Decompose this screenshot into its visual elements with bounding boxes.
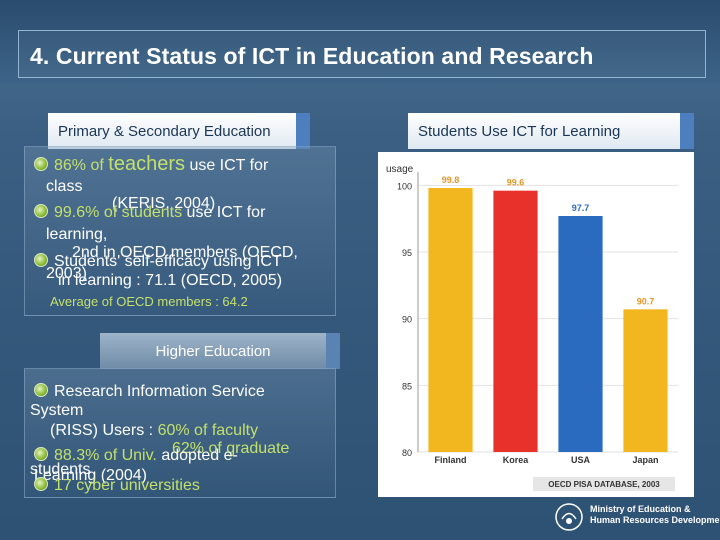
bullet-icon — [34, 204, 48, 218]
bar-finland — [428, 188, 473, 452]
oecd-average: Average of OECD members : 64.2 — [50, 294, 248, 309]
y-tick-label: 90 — [402, 315, 412, 325]
bar-value-label: 99.8 — [442, 175, 460, 185]
students-ict-header: Students Use ICT for Learning — [408, 113, 694, 149]
y-tick-label: 80 — [402, 448, 412, 458]
y-axis-label: usage — [386, 164, 414, 175]
bullet-icon — [34, 253, 48, 267]
self-efficacy-score: in learning : 71.1 (OECD, 2005) — [58, 272, 283, 289]
bar-japan — [623, 309, 668, 452]
bullet-icon — [34, 383, 48, 397]
keris-citation: (KERIS, 2004) — [112, 195, 216, 212]
bar-value-label: 99.6 — [507, 178, 525, 188]
title-band — [0, 0, 720, 84]
ministry-logo-icon — [555, 503, 583, 531]
bar-value-label: 90.7 — [637, 296, 655, 306]
x-tick-label: Japan — [632, 455, 658, 465]
higher-education-panel — [24, 368, 336, 498]
riss-students: students — [30, 461, 91, 478]
bullet-teachers-cont: class — [46, 178, 83, 195]
primary-secondary-panel — [24, 146, 336, 316]
higher-education-header: Higher Education — [100, 333, 340, 369]
x-tick-label: Korea — [503, 455, 530, 465]
riss-graduate: 62% of graduate — [172, 440, 290, 457]
ministry-name-line2: Human Resources Development — [590, 515, 720, 525]
source-box — [533, 477, 675, 491]
students-ict-header-label: Students Use ICT for Learning — [418, 122, 621, 140]
bullet-self-efficacy: Students' self-efficacy using ICT — [34, 252, 282, 271]
x-tick-label: USA — [571, 455, 591, 465]
bullet-elearning: 88.3% of Univ. adopted e- — [34, 446, 238, 465]
riss-users: (RISS) Users : 60% of faculty — [50, 422, 259, 439]
x-tick-label: Finland — [435, 455, 467, 465]
riss-system: System — [30, 402, 84, 419]
bullet-students-cont: learning, — [46, 226, 108, 243]
bullet-icon — [34, 447, 48, 461]
bullet-teachers: 86% of teachers use ICT for — [34, 154, 268, 175]
elearning-year: Learning (2004) — [34, 467, 147, 484]
slide-title: 4. Current Status of ICT in Education an… — [30, 43, 594, 69]
footer-logo-area: Ministry of Education & Human Resources … — [550, 500, 720, 534]
bullet-icon — [34, 477, 48, 491]
bullet-cyber: 17 cyber universities — [34, 476, 200, 495]
oecd-rank: 2nd in OECD members (OECD, — [72, 244, 298, 261]
chart-source: OECD PISA DATABASE, 2003 — [548, 480, 660, 489]
ict-usage-chart-svg: usage 80 85 90 95 100 99.8 Finland 99.6 Korea 97.7… — [386, 164, 678, 491]
ict-usage-chart: usage 80 85 90 95 100 99.8 Finland 99.6 Korea 97.7… — [378, 152, 694, 497]
title-frame — [18, 30, 706, 78]
y-tick-label: 95 — [402, 248, 412, 258]
oecd-year: 2003) — [46, 265, 87, 282]
ministry-name-line1: Ministry of Education & — [590, 504, 691, 514]
primary-secondary-header: Primary & Secondary Education — [48, 113, 310, 149]
y-tick-label: 100 — [397, 181, 412, 191]
bullet-riss: Research Information Service — [34, 382, 265, 401]
bar-usa — [558, 216, 603, 452]
bullet-icon — [34, 157, 48, 171]
higher-education-header-label: Higher Education — [155, 342, 271, 360]
bar-korea — [493, 190, 538, 452]
primary-secondary-header-label: Primary & Secondary Education — [58, 122, 271, 140]
y-tick-label: 85 — [402, 381, 412, 391]
bar-value-label: 97.7 — [572, 203, 590, 213]
bullet-students: 99.6% of students use ICT for — [34, 203, 265, 222]
